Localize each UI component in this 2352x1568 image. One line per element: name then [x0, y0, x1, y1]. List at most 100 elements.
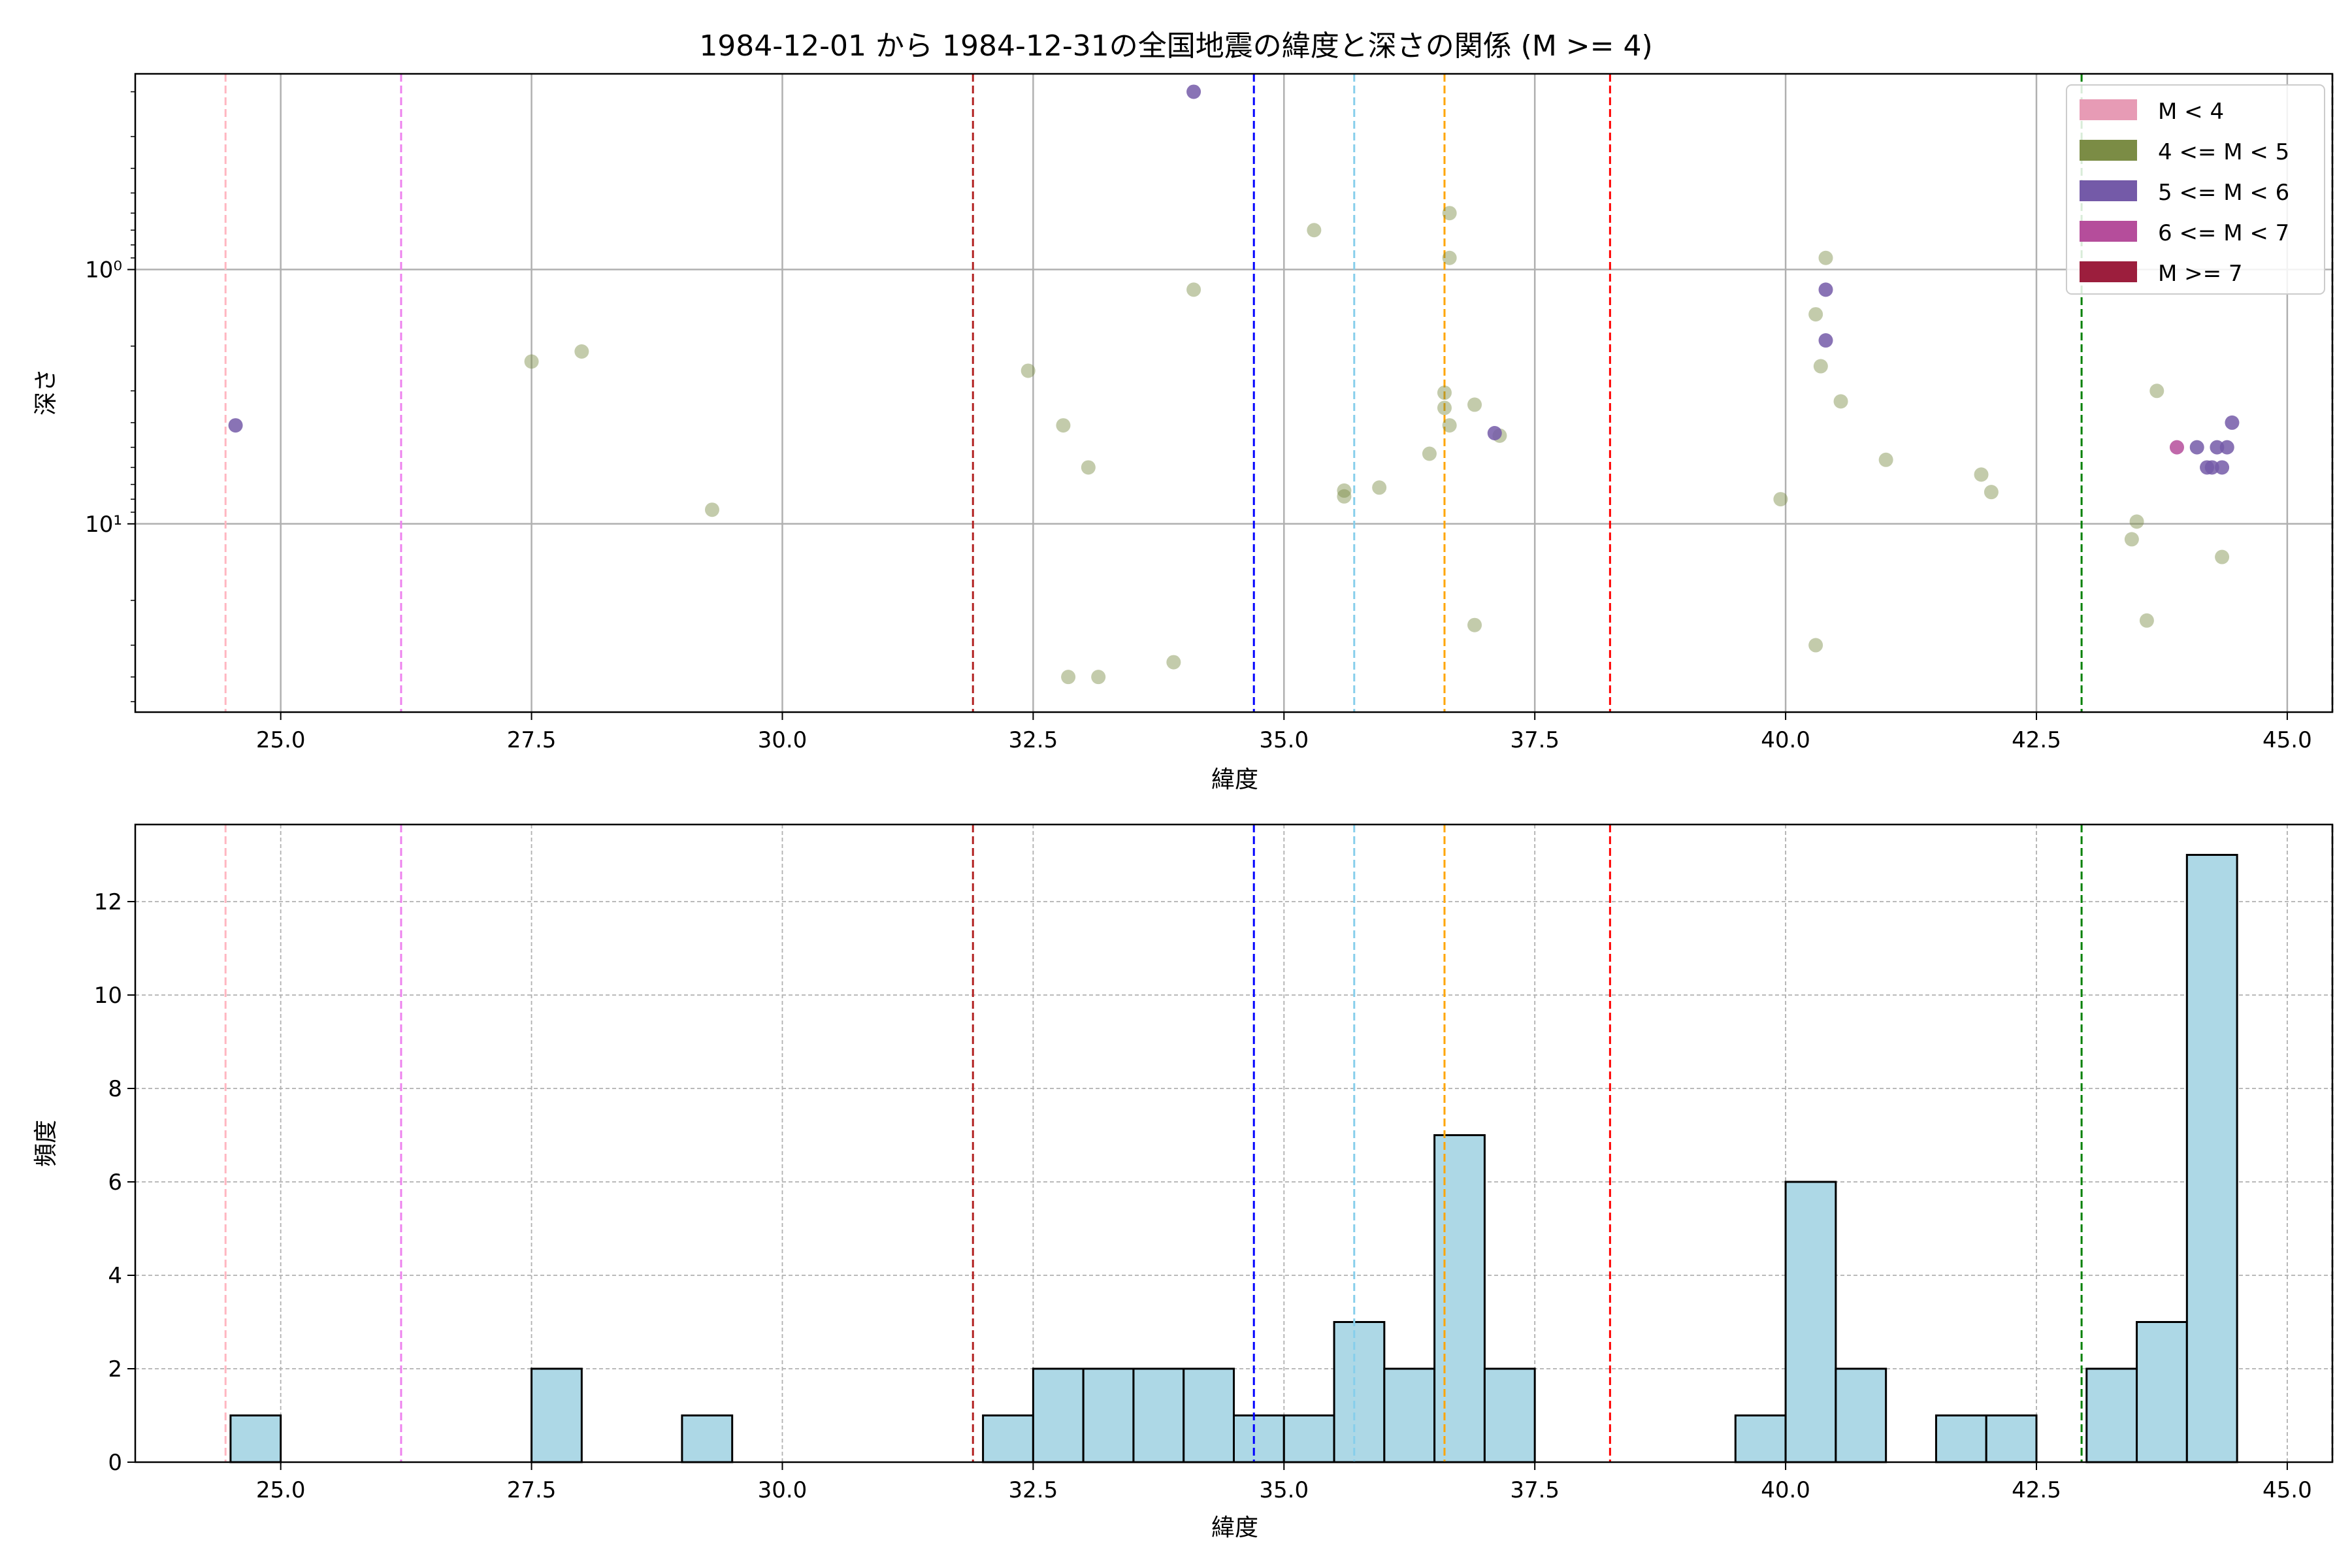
histogram-bar [229, 1414, 282, 1463]
scatter-point [524, 354, 539, 369]
scatter-x-tick-label: 25.0 [256, 727, 306, 753]
scatter-point [1808, 307, 1823, 322]
scatter-point [1442, 206, 1457, 221]
scatter-point [1442, 250, 1457, 265]
histogram-y-tick-label: 8 [108, 1076, 122, 1102]
histogram-bar [2185, 853, 2238, 1463]
scatter-point [2219, 440, 2234, 455]
histogram-y-ticks: 0 2 4 6 8 10 12 [94, 889, 135, 1476]
histogram-bar [1935, 1414, 1987, 1463]
scatter-point [2139, 613, 2154, 628]
scatter-point [1442, 418, 1457, 433]
histogram-bar [1333, 1320, 1386, 1463]
histogram-x-tick-label: 45.0 [2262, 1477, 2312, 1503]
legend-swatch [2080, 261, 2137, 282]
scatter-x-tick-label: 30.0 [758, 727, 808, 753]
scatter-point [2215, 549, 2230, 564]
scatter-point [1818, 250, 1833, 265]
histogram-y-tick-label: 4 [108, 1263, 122, 1289]
scatter-point [2169, 440, 2184, 455]
histogram-bar [531, 1367, 583, 1463]
scatter-point [1813, 359, 1828, 374]
scatter-x-tick-label: 45.0 [2262, 727, 2312, 753]
scatter-panel: 25.0 27.5 30.0 32.5 35.0 37.5 40.0 42.5 45.0 10⁰… [33, 73, 2334, 793]
scatter-point [1372, 480, 1387, 495]
histogram-bar [1132, 1367, 1185, 1463]
scatter-point [1166, 655, 1181, 670]
legend-label: 6 <= M < 7 [2158, 220, 2289, 246]
scatter-point [1021, 363, 1036, 378]
scatter-point [2225, 415, 2240, 430]
scatter-point [1808, 638, 1823, 653]
scatter-y-tick-label: 10¹ [85, 512, 122, 538]
histogram-x-tick-label: 27.5 [507, 1477, 557, 1503]
scatter-x-tick-label: 40.0 [1761, 727, 1810, 753]
histogram-y-tick-label: 10 [94, 983, 122, 1009]
scatter-point [1818, 333, 1833, 348]
scatter-point [2210, 440, 2225, 455]
histogram-x-tick-label: 32.5 [1009, 1477, 1058, 1503]
histogram-axes-frame [134, 823, 2334, 1463]
legend-swatch [2080, 140, 2137, 161]
scatter-points [228, 84, 2240, 685]
histogram-y-tick-label: 12 [94, 889, 122, 915]
legend-label: 5 <= M < 6 [2158, 180, 2289, 206]
scatter-point [1422, 446, 1437, 461]
scatter-axes-frame [134, 73, 2334, 713]
histogram-x-tick-label: 25.0 [256, 1477, 306, 1503]
scatter-point [1818, 282, 1833, 297]
histogram-bar [1784, 1181, 1837, 1463]
histogram-x-tick-label: 42.5 [2012, 1477, 2061, 1503]
scatter-x-tick-label: 35.0 [1259, 727, 1309, 753]
scatter-point [2189, 440, 2204, 455]
scatter-point [1974, 467, 1989, 482]
histogram-x-label: 緯度 [1211, 1514, 1258, 1541]
histogram-y-label: 頻度 [33, 1120, 59, 1167]
histogram-bar [982, 1414, 1034, 1463]
histogram-bar [1082, 1367, 1135, 1463]
histogram-bar [681, 1414, 734, 1463]
histogram-bar [1183, 1367, 1235, 1463]
histogram-bar [2085, 1367, 2138, 1463]
scatter-point [1437, 385, 1452, 400]
scatter-x-tick-label: 42.5 [2012, 727, 2061, 753]
scatter-point [1061, 670, 1076, 685]
legend-swatch [2080, 180, 2137, 201]
scatter-x-tick-label: 37.5 [1510, 727, 1560, 753]
histogram-bar [1734, 1414, 1787, 1463]
histogram-bar [1483, 1367, 1536, 1463]
histogram-bar [2136, 1320, 2188, 1463]
histogram-bar [1985, 1414, 2038, 1463]
scatter-point [2204, 460, 2219, 475]
scatter-point [1437, 400, 1452, 416]
scatter-point [1081, 460, 1096, 475]
scatter-x-tick-label: 32.5 [1009, 727, 1058, 753]
histogram-bar [1433, 1134, 1486, 1463]
histogram-x-tick-label: 40.0 [1761, 1477, 1810, 1503]
histogram-bar [1835, 1367, 1887, 1463]
scatter-point [1833, 394, 1848, 409]
histogram-bar [1032, 1367, 1085, 1463]
scatter-point [2129, 514, 2144, 529]
histogram-bars [229, 853, 2238, 1463]
histogram-bar [1233, 1414, 1285, 1463]
histogram-bar [1383, 1367, 1436, 1463]
scatter-point [1186, 84, 1201, 99]
scatter-y-label: 深さ [33, 368, 59, 416]
scatter-point [1056, 418, 1071, 433]
scatter-point [574, 344, 589, 359]
histogram-x-tick-label: 37.5 [1510, 1477, 1560, 1503]
scatter-point [2124, 532, 2139, 547]
legend-label: 4 <= M < 5 [2158, 139, 2289, 165]
legend-swatch [2080, 99, 2137, 120]
scatter-point [1091, 670, 1106, 685]
scatter-point [1186, 282, 1201, 297]
histogram-y-tick-label: 2 [108, 1356, 122, 1382]
chart-title: 1984-12-01 から 1984-12-31の全国地震の緯度と深さの関係 (… [699, 29, 1652, 63]
legend-label: M < 4 [2158, 99, 2224, 125]
scatter-point [1467, 617, 1482, 632]
scatter-point [1984, 485, 1999, 500]
scatter-point [1337, 483, 1352, 498]
